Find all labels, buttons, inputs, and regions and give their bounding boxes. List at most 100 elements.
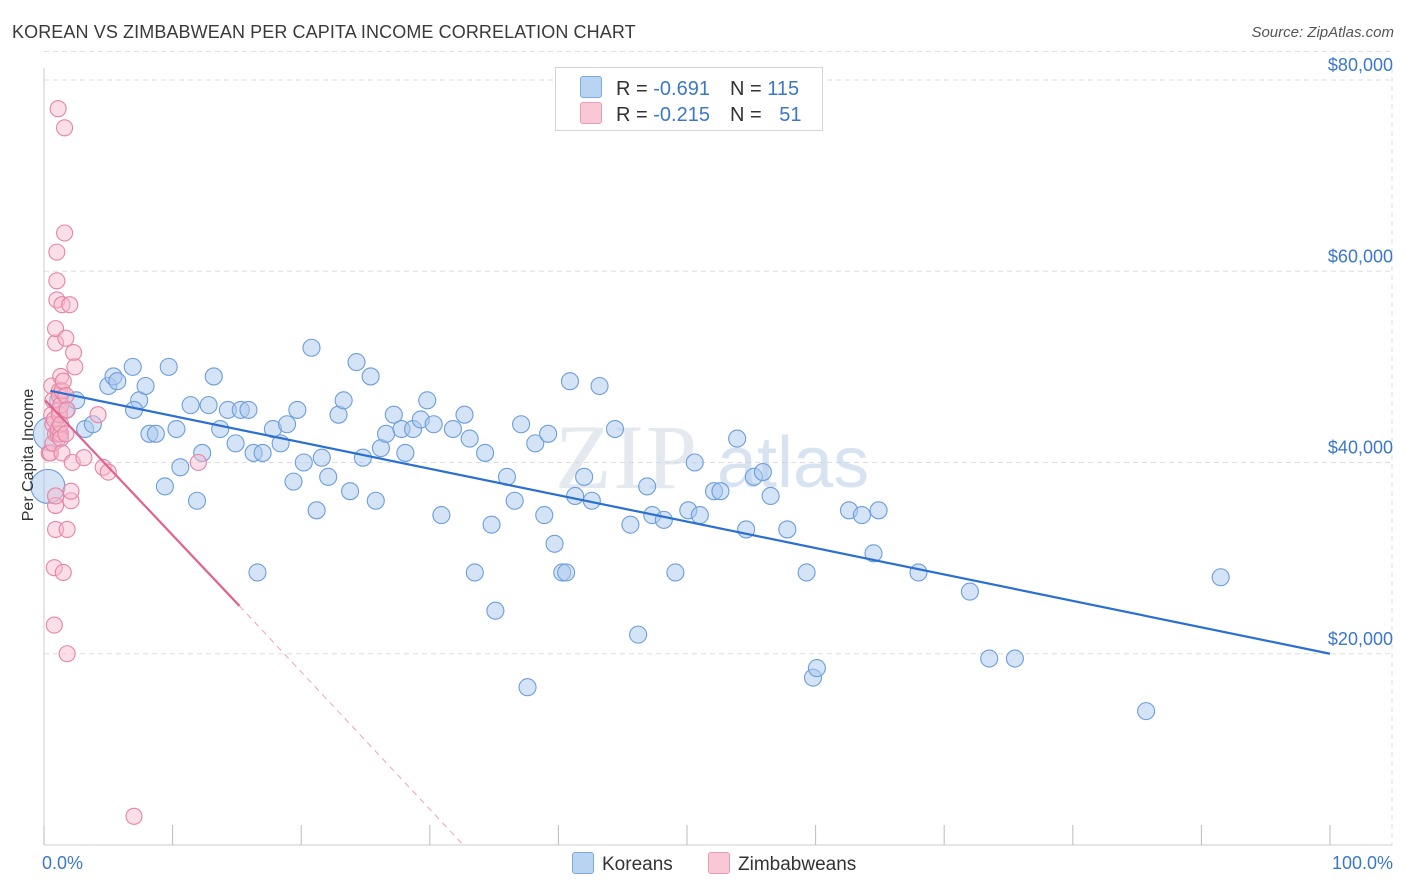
trend-lines bbox=[44, 389, 1331, 846]
korean-point bbox=[159, 357, 178, 376]
korean-point bbox=[361, 367, 380, 386]
korean-trend-line bbox=[50, 389, 1331, 655]
korean-point bbox=[869, 501, 888, 520]
korean-point bbox=[566, 486, 585, 506]
legend-zimbabweans-label: Zimbabweans bbox=[738, 854, 857, 875]
korean-point bbox=[512, 415, 531, 434]
korean-point bbox=[278, 415, 297, 434]
korean-point bbox=[396, 443, 415, 462]
korean-point bbox=[455, 405, 474, 424]
korean-point bbox=[193, 443, 212, 462]
r-value: -0.691 bbox=[653, 78, 710, 100]
zimbabwean-point bbox=[189, 453, 207, 472]
korean-point bbox=[778, 520, 797, 539]
tick-labels: $20,000 $40,000 $60,000 $80,000 0.0% 100.0% bbox=[42, 55, 1393, 873]
zimbabwean-point bbox=[48, 272, 66, 290]
korean-point bbox=[797, 563, 816, 582]
zimbabwean-point bbox=[61, 296, 79, 314]
korean-point bbox=[621, 515, 640, 534]
korean-point bbox=[629, 625, 648, 644]
korean-point bbox=[253, 443, 272, 462]
korean-point bbox=[384, 405, 403, 424]
korean-point bbox=[366, 491, 385, 510]
korean-point bbox=[605, 419, 625, 439]
korean-point bbox=[728, 429, 747, 448]
korean-point bbox=[711, 482, 730, 501]
zimbabwean-point bbox=[47, 520, 65, 538]
korean-point bbox=[535, 506, 554, 525]
korean-point bbox=[1211, 568, 1230, 587]
zimbabwean-point bbox=[62, 492, 80, 510]
korean-point bbox=[312, 448, 331, 467]
korean-point bbox=[545, 534, 564, 553]
chart-title: KOREAN VS ZIMBABWEAN PER CAPITA INCOME C… bbox=[12, 22, 636, 42]
korean-point bbox=[319, 467, 338, 486]
zimbabwean-point bbox=[75, 449, 93, 467]
korean-point bbox=[424, 415, 443, 434]
zimbabwean-point bbox=[57, 425, 75, 443]
korean-point bbox=[960, 582, 979, 601]
korean-point bbox=[505, 491, 524, 510]
zimbabwean-point bbox=[45, 559, 63, 577]
zimbabwean-point bbox=[54, 372, 72, 390]
zimbabwean-point bbox=[56, 224, 74, 242]
y-tick-label: $40,000 bbox=[1328, 438, 1393, 458]
korean-point bbox=[560, 372, 580, 391]
korean-point bbox=[155, 477, 174, 496]
korean-point bbox=[187, 491, 207, 510]
korean-point bbox=[83, 415, 102, 434]
korean-point bbox=[146, 424, 165, 443]
zimbabwean-point bbox=[94, 458, 112, 476]
korean-point bbox=[666, 563, 685, 582]
korean-point bbox=[1137, 702, 1156, 721]
korean-point bbox=[482, 515, 501, 534]
zim-swatch bbox=[580, 102, 602, 124]
zim-swatch bbox=[708, 852, 730, 874]
korean-point bbox=[443, 419, 462, 439]
zimbabwean-point bbox=[58, 520, 76, 538]
korean-point bbox=[302, 338, 321, 357]
korean-points bbox=[30, 338, 1230, 721]
korean-point bbox=[465, 563, 484, 582]
y-tick-label: $60,000 bbox=[1328, 246, 1393, 266]
korean-swatch bbox=[580, 76, 602, 98]
legend-row-zimbabweans: R = -0.215 N = 51 bbox=[580, 102, 801, 126]
korean-point bbox=[353, 448, 372, 467]
x-tick-label: 100.0% bbox=[1332, 853, 1393, 873]
korean-point bbox=[685, 453, 704, 472]
legend-koreans-label: Koreans bbox=[602, 854, 673, 875]
korean-point bbox=[284, 472, 303, 491]
korean-point bbox=[476, 443, 495, 462]
zimbabwean-point bbox=[48, 243, 66, 261]
zimbabwean-point bbox=[45, 616, 63, 634]
korean-point bbox=[171, 458, 190, 477]
zimbabwean-point bbox=[65, 343, 83, 362]
korean-point bbox=[638, 477, 657, 496]
korean-point bbox=[248, 563, 267, 582]
zimbabwean-point bbox=[99, 463, 117, 481]
zimbabwean-trend-line bbox=[44, 399, 241, 607]
korean-point bbox=[460, 429, 479, 448]
korean-point bbox=[526, 434, 545, 453]
zimbabwean-point bbox=[52, 425, 70, 443]
korean-point bbox=[761, 486, 780, 506]
korean-point bbox=[288, 400, 307, 419]
korean-point bbox=[181, 396, 200, 415]
zimbabwean-point bbox=[47, 496, 65, 515]
korean-point bbox=[590, 376, 609, 396]
y-tick-label: $80,000 bbox=[1328, 55, 1393, 75]
stats-legend: R = -0.691 N = 115 R = -0.215 N = 51 bbox=[555, 67, 823, 131]
korean-point bbox=[864, 544, 883, 563]
korean-point bbox=[211, 419, 230, 439]
korean-point bbox=[167, 419, 186, 439]
source-label: Source: ZipAtlas.com bbox=[1251, 24, 1394, 41]
korean-swatch bbox=[572, 852, 594, 874]
y-axis-title: Per Capita Income bbox=[20, 389, 37, 522]
zimbabwean-point bbox=[47, 487, 65, 505]
korean-point bbox=[852, 506, 871, 525]
y-tick-label: $20,000 bbox=[1328, 629, 1393, 649]
korean-point bbox=[226, 434, 245, 453]
korean-point bbox=[239, 400, 258, 419]
zimbabwean-point bbox=[89, 406, 107, 424]
